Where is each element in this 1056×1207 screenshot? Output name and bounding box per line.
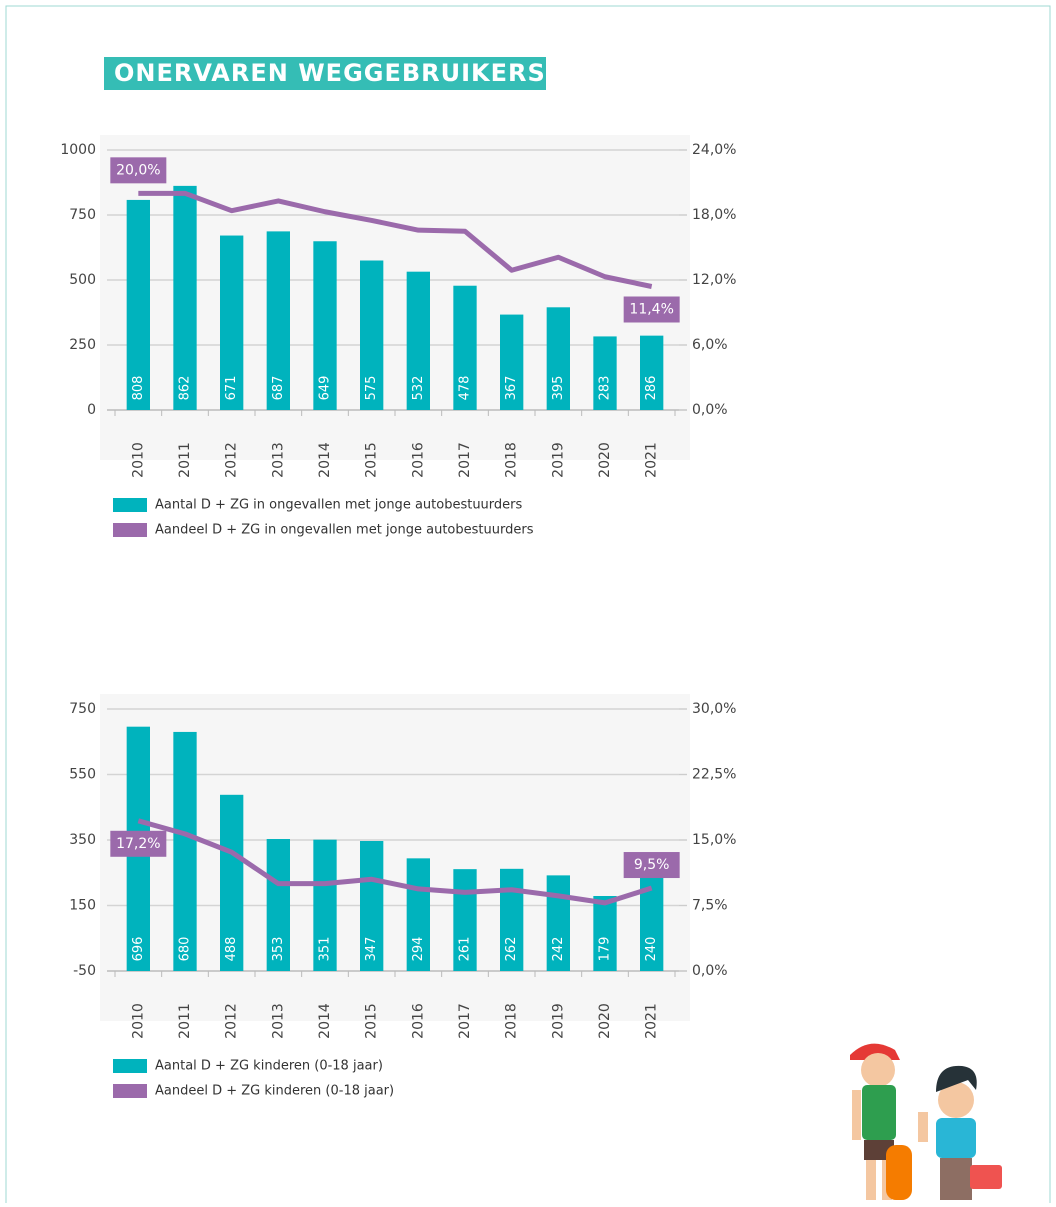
y-tick-label: 500 <box>69 272 96 288</box>
x-tick-label: 2015 <box>364 1003 380 1039</box>
x-tick-label: 2017 <box>457 1003 473 1039</box>
y2-tick-label: 7,5% <box>692 898 728 914</box>
line-value-label: 17,2% <box>116 836 160 852</box>
bar-value-label: 294 <box>411 937 426 962</box>
y-tick-label: 1000 <box>60 142 96 158</box>
y2-tick-label: 15,0% <box>692 832 736 848</box>
x-tick-label: 2012 <box>224 442 240 478</box>
x-tick-label: 2017 <box>457 442 473 478</box>
line-value-label: 11,4% <box>629 302 673 318</box>
x-tick-label: 2021 <box>644 1003 660 1039</box>
x-tick-label: 2010 <box>130 442 146 478</box>
x-tick-label: 2020 <box>597 1003 613 1039</box>
bar-value-label: 696 <box>131 937 146 962</box>
charts: 0 250 500 750 1000 0,0% 6,0% 12,0% 18,0% 24,0% 201… <box>60 135 736 1099</box>
x-tick-label: 2020 <box>597 442 613 478</box>
bar-value-label: 478 <box>458 376 473 401</box>
legend-swatch <box>113 523 147 537</box>
y2-tick-label: 0,0% <box>692 963 728 979</box>
bar-value-label: 532 <box>411 376 426 401</box>
x-tick-label: 2015 <box>364 442 380 478</box>
bar-value-label: 488 <box>224 937 239 962</box>
bar-value-label: 862 <box>178 376 193 401</box>
legend-swatch <box>113 498 147 512</box>
legend-label: Aantal D + ZG kinderen (0-18 jaar) <box>155 1059 383 1074</box>
y2-tick-label: 0,0% <box>692 402 728 418</box>
legend-label: Aantal D + ZG in ongevallen met jonge au… <box>155 498 523 513</box>
bar-value-label: 687 <box>271 376 286 401</box>
x-tick-label: 2013 <box>270 442 286 478</box>
x-tick-label: 2013 <box>270 1003 286 1039</box>
x-tick-label: 2010 <box>130 1003 146 1039</box>
bar-value-label: 261 <box>458 937 473 962</box>
illustration <box>850 1044 1002 1200</box>
x-tick-label: 2011 <box>177 1003 193 1039</box>
y2-tick-label: 22,5% <box>692 767 736 783</box>
bar-value-label: 808 <box>131 376 146 401</box>
bar-value-label: 353 <box>271 937 286 962</box>
y2-tick-label: 18,0% <box>692 207 736 223</box>
bar-value-label: 262 <box>504 937 519 962</box>
bar <box>173 732 196 971</box>
y-tick-label: 750 <box>69 207 96 223</box>
bar-value-label: 671 <box>224 376 239 401</box>
x-tick-label: 2019 <box>550 442 566 478</box>
x-tick-label: 2016 <box>410 442 426 478</box>
bar-value-label: 179 <box>598 937 613 962</box>
page: ONERVAREN WEGGEBRUIKERS 0 250 500 750 1000 0,… <box>0 0 1056 1203</box>
line-value-label: 20,0% <box>116 162 160 178</box>
bar-value-label: 575 <box>364 376 379 401</box>
legend-label: Aandeel D + ZG in ongevallen met jonge a… <box>155 523 534 538</box>
x-tick-label: 2016 <box>410 1003 426 1039</box>
x-tick-label: 2018 <box>504 442 520 478</box>
x-tick-label: 2019 <box>550 1003 566 1039</box>
legend-swatch <box>113 1059 147 1073</box>
y-tick-label: 150 <box>69 898 96 914</box>
y-tick-label: 550 <box>69 767 96 783</box>
x-tick-label: 2014 <box>317 1003 333 1039</box>
bar-value-label: 351 <box>318 937 333 962</box>
line-value-label: 9,5% <box>634 857 670 873</box>
bar-value-label: 680 <box>178 937 193 962</box>
x-tick-label: 2021 <box>644 442 660 478</box>
legend-label: Aandeel D + ZG kinderen (0-18 jaar) <box>155 1084 394 1099</box>
y-tick-label: 750 <box>69 701 96 717</box>
bar-value-label: 283 <box>598 376 613 401</box>
y2-tick-label: 24,0% <box>692 142 736 158</box>
x-tick-label: 2014 <box>317 442 333 478</box>
y-tick-label: 250 <box>69 337 96 353</box>
y2-tick-label: 12,0% <box>692 272 736 288</box>
x-tick-label: 2012 <box>224 1003 240 1039</box>
bar-value-label: 242 <box>551 937 566 962</box>
bar-value-label: 286 <box>644 376 659 401</box>
y2-tick-label: 6,0% <box>692 337 728 353</box>
y-tick-label: 350 <box>69 832 96 848</box>
bar-value-label: 367 <box>504 376 519 401</box>
x-tick-label: 2011 <box>177 442 193 478</box>
y-tick-label: -50 <box>73 963 96 979</box>
legend-swatch <box>113 1084 147 1098</box>
bar-value-label: 395 <box>551 376 566 401</box>
y2-tick-label: 30,0% <box>692 701 736 717</box>
bar-value-label: 649 <box>318 376 333 401</box>
bar-value-label: 347 <box>364 937 379 962</box>
y-tick-label: 0 <box>87 402 96 418</box>
x-tick-label: 2018 <box>504 1003 520 1039</box>
bar-value-label: 240 <box>644 937 659 962</box>
page-title: ONERVAREN WEGGEBRUIKERS <box>114 59 546 87</box>
